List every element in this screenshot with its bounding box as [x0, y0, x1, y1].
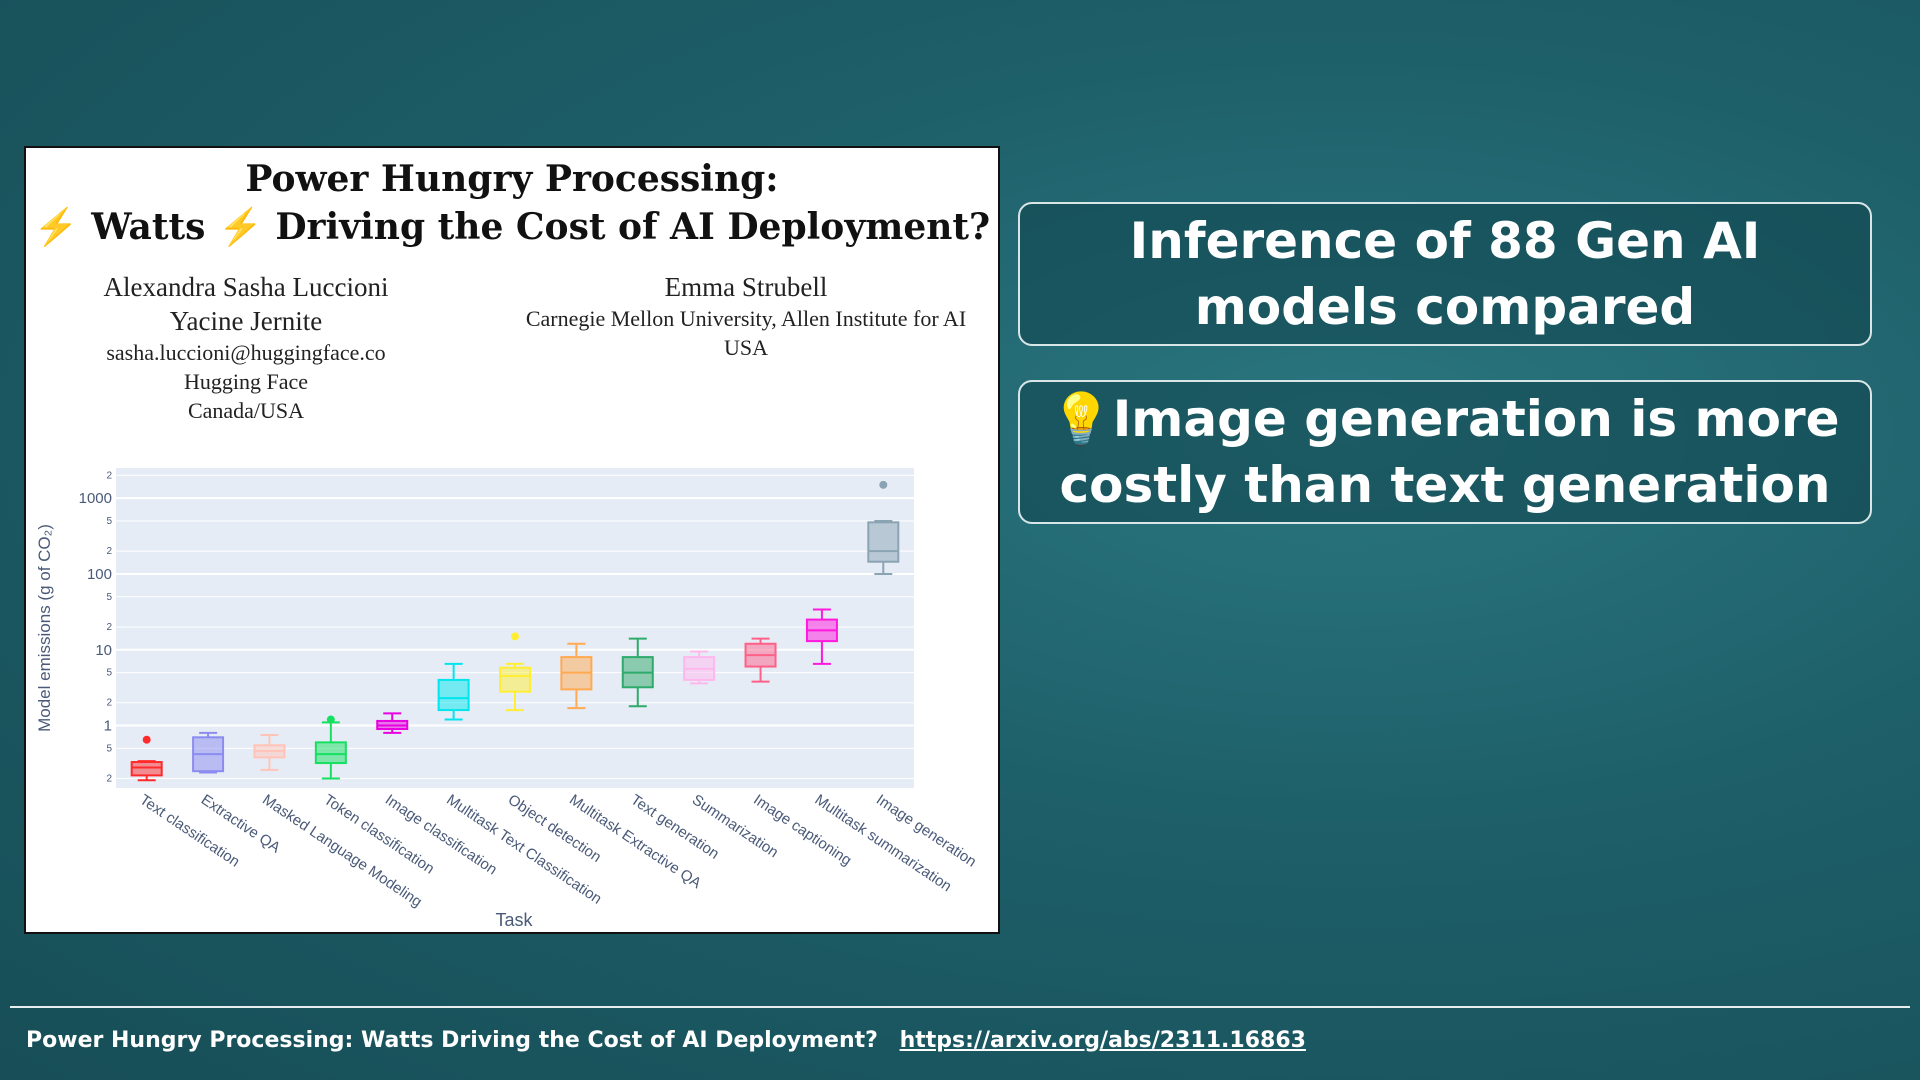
y-tick-label: 2	[106, 470, 112, 481]
paper-title-rest: Driving the Cost of AI Deployment?	[275, 206, 991, 248]
box-outlier-point	[879, 480, 888, 489]
lightning-bolt-icon: ⚡	[217, 207, 263, 248]
footer-link[interactable]: https://arxiv.org/abs/2311.16863	[899, 1028, 1306, 1053]
paper-title-watts: Watts	[91, 206, 206, 248]
x-tick-label: Text classification	[136, 791, 242, 870]
y-tick-label: 5	[106, 516, 112, 527]
box-iqr	[314, 741, 347, 765]
x-axis-label: Task	[495, 910, 533, 930]
emissions-box-plot: 1 10 100 1000 2 5 2 5 2 5 2 5 2 Model emissions (g of…	[35, 468, 979, 930]
paper-panel: Power Hungry Processing: ⚡ Watts ⚡ Drivi…	[24, 146, 1000, 934]
paper-title-line-1: Power Hungry Processing:	[245, 158, 779, 200]
author-organization: Hugging Face	[183, 369, 309, 394]
y-tick-label: 5	[106, 743, 112, 754]
x-tick-label: Image generation	[873, 791, 979, 870]
plot-background	[116, 468, 914, 788]
box-outlier-point	[511, 632, 519, 641]
y-axis-label: Model emissions (g of CO₂)	[35, 524, 54, 732]
box-iqr	[437, 678, 470, 712]
callout-models-compared: Inference of 88 Gen AI models compared	[1018, 202, 1872, 346]
y-tick-label: 5	[106, 592, 112, 603]
author-name: Alexandra Sasha Luccioni	[103, 272, 389, 302]
footer-title: Power Hungry Processing: Watts Driving t…	[26, 1028, 878, 1053]
author-name: Yacine Jernite	[169, 306, 323, 336]
box-outlier-point	[142, 735, 151, 744]
author-block-right: Emma Strubell Carnegie Mellon University…	[496, 270, 996, 362]
paper-title-line-2: ⚡ Watts ⚡ Driving the Cost of AI Deploym…	[26, 206, 998, 248]
author-location: Canada/USA	[187, 398, 305, 423]
y-tick-label: 2	[106, 546, 112, 557]
box-iqr	[130, 761, 163, 777]
author-email: sasha.luccioni@huggingface.co	[106, 340, 386, 365]
callout-text: Inference of 88 Gen AI models compared	[1129, 212, 1761, 336]
box-iqr	[867, 521, 900, 563]
y-tick-label: 5	[106, 668, 112, 679]
author-affiliation: Carnegie Mellon University, Allen Instit…	[525, 306, 967, 331]
box-outlier-point	[326, 715, 335, 724]
y-tick-label: 2	[106, 698, 112, 709]
author-location: USA	[723, 335, 768, 360]
footer-divider	[10, 1006, 1910, 1008]
callout-image-generation: 💡Image generation is more costly than te…	[1018, 380, 1872, 524]
x-tick-label: Image classification	[382, 791, 500, 878]
box-iqr	[499, 666, 531, 693]
y-tick-label: 2	[106, 622, 112, 633]
y-tick-label: 10	[95, 642, 112, 659]
lightbulb-icon: 💡	[1050, 390, 1113, 448]
author-block-left: Alexandra Sasha Luccioni Yacine Jernite …	[66, 270, 426, 425]
y-tick-label: 1	[104, 718, 112, 735]
lightning-bolt-icon: ⚡	[33, 207, 79, 248]
callout-text: Image generation is more costly than tex…	[1059, 390, 1840, 514]
y-tick-label: 2	[106, 774, 112, 785]
y-tick-label: 1000	[79, 490, 112, 507]
y-tick-label: 100	[87, 566, 112, 583]
footer: Power Hungry Processing: Watts Driving t…	[26, 1028, 1306, 1053]
author-name: Emma Strubell	[664, 272, 828, 302]
